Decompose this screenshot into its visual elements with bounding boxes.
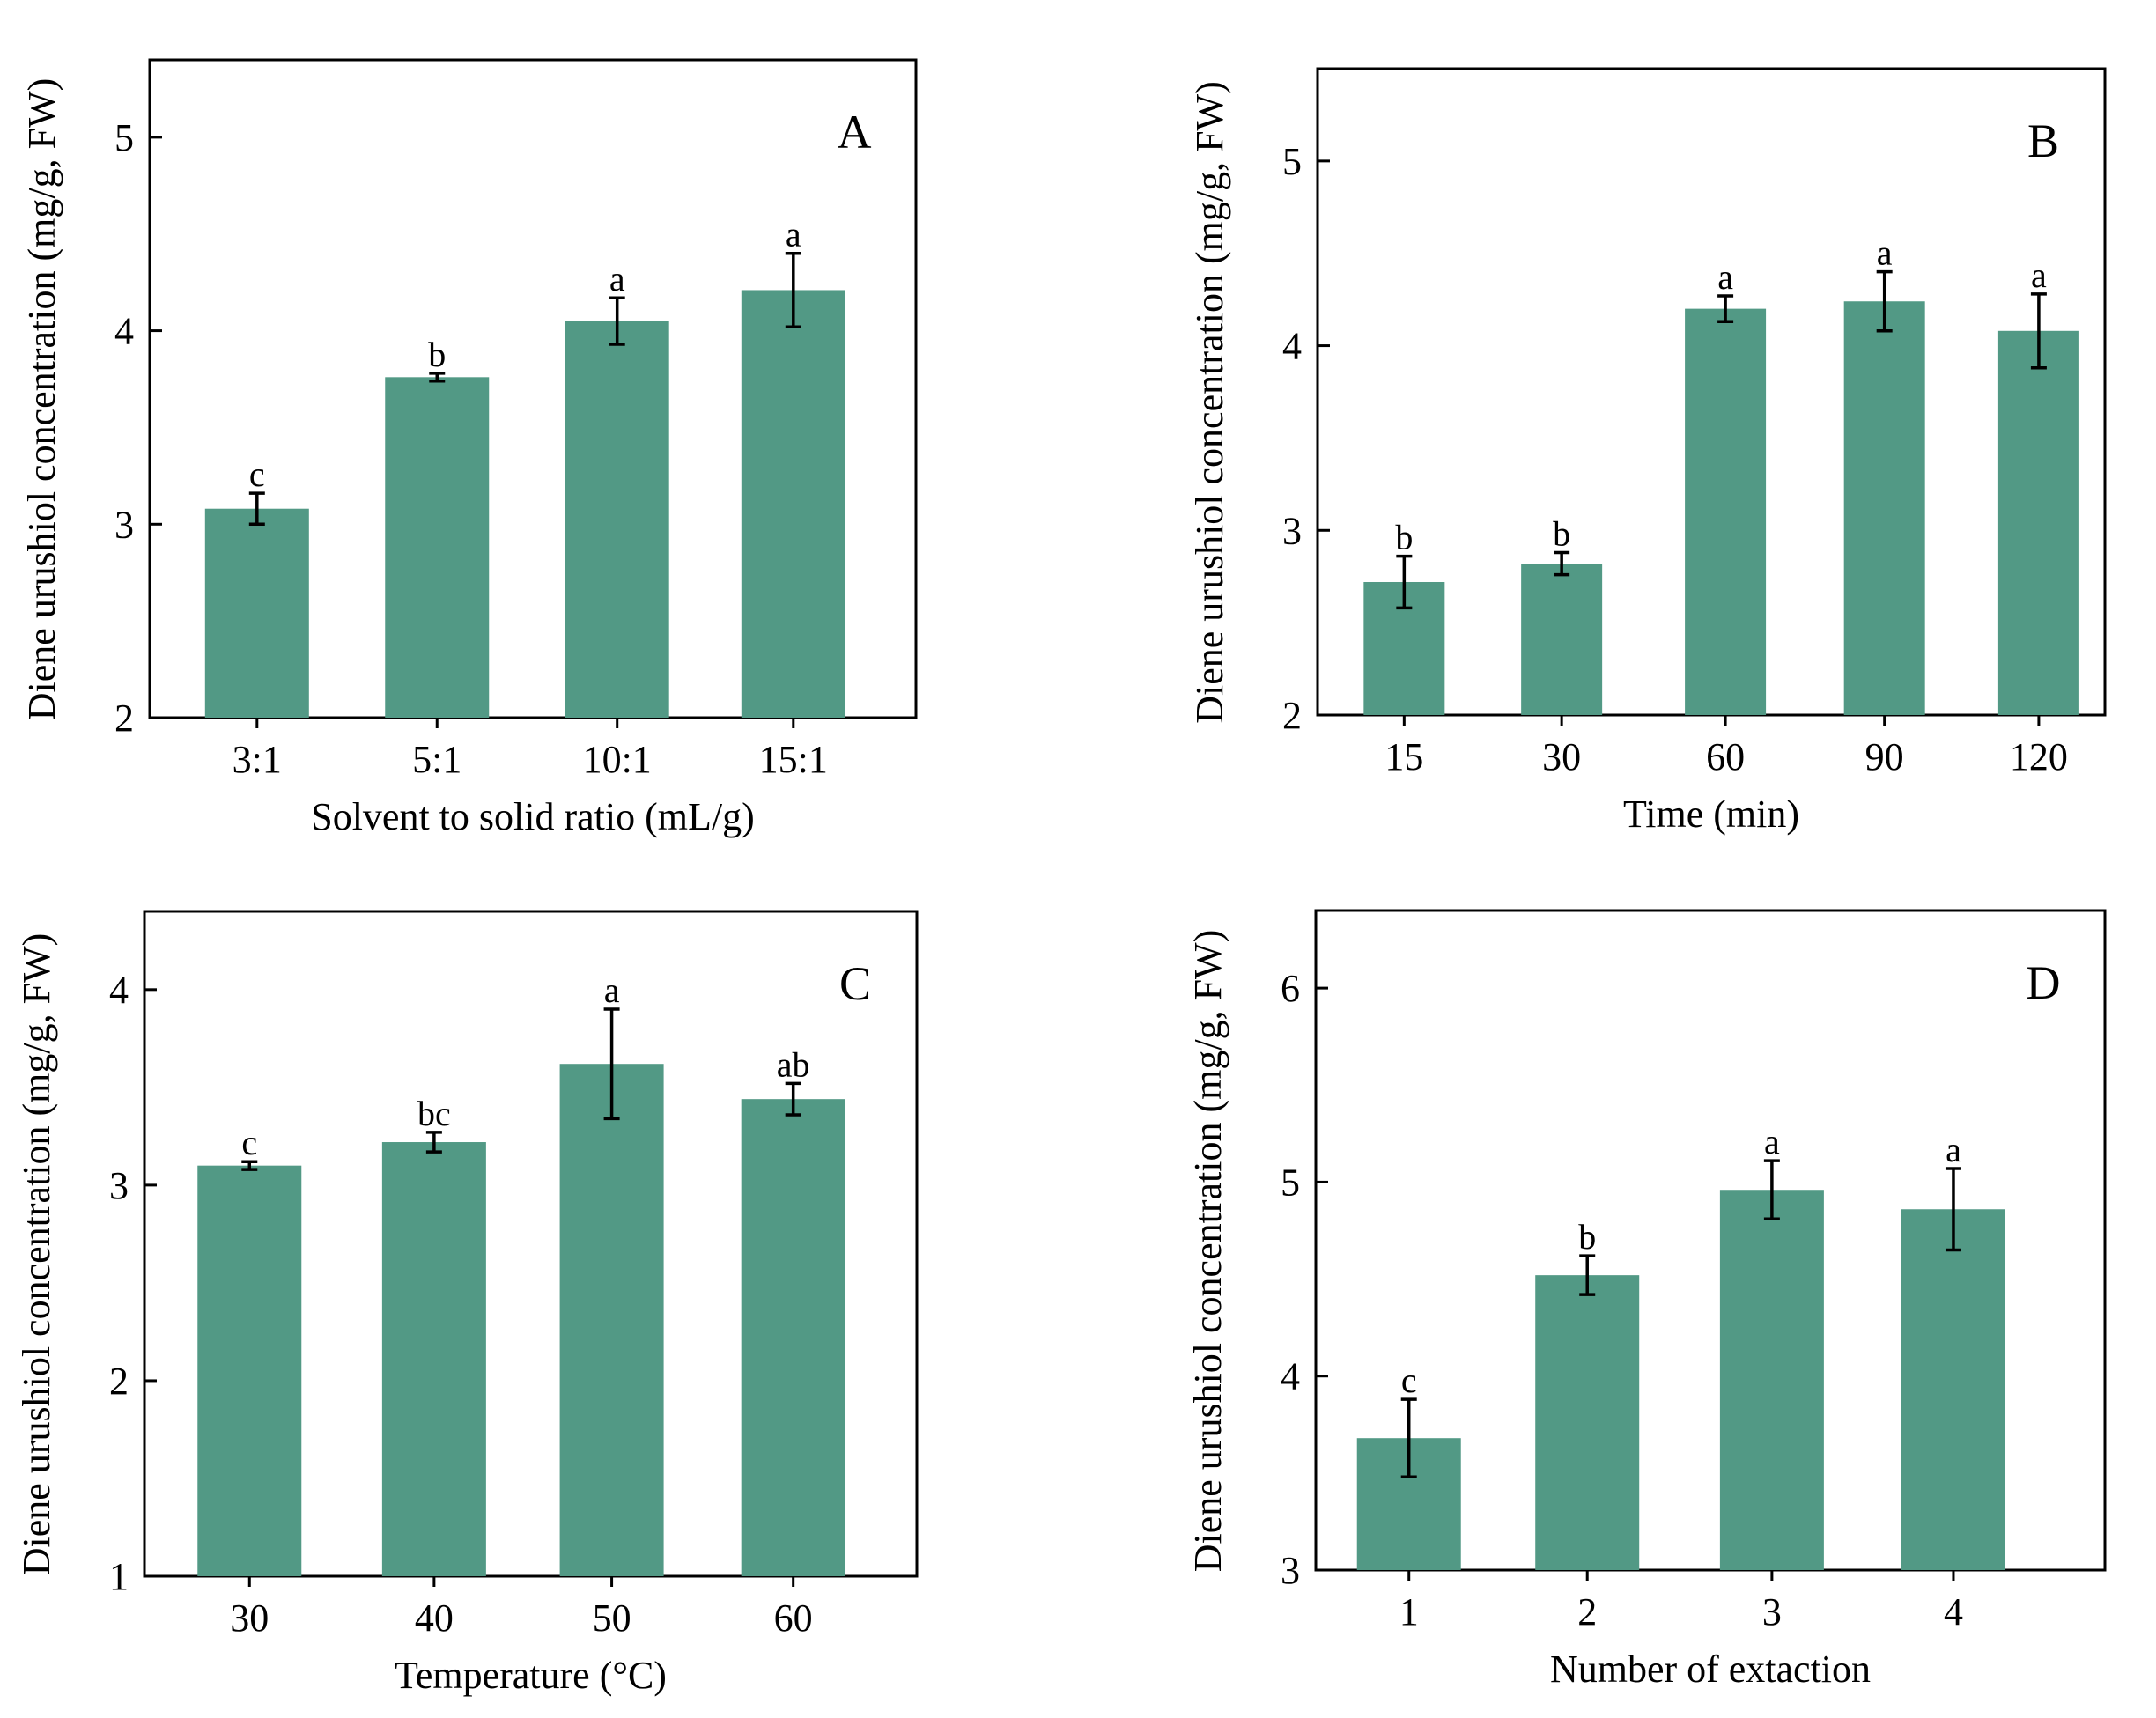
bar xyxy=(197,1165,302,1576)
y-tick-label: 4 xyxy=(1281,1355,1300,1398)
x-axis-title: Temperature (°C) xyxy=(395,1654,667,1697)
significance-label: a xyxy=(609,259,625,299)
significance-label: a xyxy=(1877,233,1893,273)
y-tick-label: 5 xyxy=(114,116,134,159)
y-axis-title: Diene urushiol concentration (mg/g, FW) xyxy=(15,933,58,1575)
chart-panel-d: 3 4 5 6 c 1 b 2 a 3 a 4 D Number of extaction Diene ur… xyxy=(1186,909,2107,1691)
bar xyxy=(741,1099,845,1576)
panel-letter: D xyxy=(2027,956,2061,1009)
significance-label: a xyxy=(1946,1130,1961,1169)
x-tick-label: 40 xyxy=(415,1596,454,1640)
chart-panel-c: 1 2 3 4 c 30 bc 40 a 50 ab 60 C Temperature (°C) Diene… xyxy=(15,910,919,1697)
significance-label: bc xyxy=(417,1094,451,1133)
x-tick-label: 50 xyxy=(593,1596,631,1640)
bar xyxy=(1685,308,1767,715)
bar xyxy=(1843,301,1925,715)
panel-letter: B xyxy=(2027,114,2059,167)
x-tick-label: 60 xyxy=(774,1596,813,1640)
x-tick-label: 3 xyxy=(1762,1590,1782,1633)
y-tick-label: 4 xyxy=(109,969,129,1012)
x-tick-label: 3:1 xyxy=(233,738,282,781)
bar xyxy=(385,377,490,718)
bar xyxy=(1535,1275,1640,1570)
x-tick-label: 60 xyxy=(1706,735,1745,778)
y-tick-label: 3 xyxy=(1281,1549,1300,1592)
x-axis-title: Solvent to solid ratio (mL/g) xyxy=(311,795,755,838)
bar xyxy=(204,508,309,718)
significance-label: ab xyxy=(777,1044,810,1084)
x-tick-label: 30 xyxy=(1542,735,1581,778)
significance-label: a xyxy=(786,215,801,254)
y-tick-label: 5 xyxy=(1281,1161,1300,1204)
y-tick-label: 4 xyxy=(1282,325,1302,368)
y-tick-label: 3 xyxy=(109,1164,129,1207)
panel-letter: C xyxy=(839,957,871,1010)
x-tick-label: 4 xyxy=(1944,1590,1963,1633)
x-tick-label: 15:1 xyxy=(759,738,828,781)
x-axis-title: Number of extaction xyxy=(1550,1648,1871,1691)
chart-panel-b: 2 3 4 5 b 15 b 30 a 60 a 90 a 120 B Time (min) Diene uru… xyxy=(1188,67,2107,836)
significance-label: b xyxy=(1553,513,1570,553)
y-tick-label: 3 xyxy=(114,503,134,546)
significance-label: a xyxy=(1717,257,1733,297)
x-tick-label: 90 xyxy=(1865,735,1904,778)
x-tick-label: 30 xyxy=(230,1596,269,1640)
x-tick-label: 15 xyxy=(1384,735,1423,778)
chart-panel-a: 2 3 4 5 c 3:1 b 5:1 a 10:1 a 15:1 A Solvent to solid … xyxy=(20,58,918,838)
bar xyxy=(1719,1190,1824,1570)
bar xyxy=(1901,1209,2005,1570)
bar xyxy=(381,1142,486,1576)
x-axis-title: Time (min) xyxy=(1623,793,1799,836)
bar xyxy=(565,321,669,718)
y-axis-title: Diene urushiol concentration (mg/g, FW) xyxy=(20,78,63,720)
y-axis-title: Diene urushiol concentration (mg/g, FW) xyxy=(1186,930,1229,1572)
significance-label: b xyxy=(1578,1217,1596,1257)
x-tick-label: 1 xyxy=(1399,1590,1419,1633)
y-tick-label: 2 xyxy=(1282,694,1302,737)
significance-label: a xyxy=(604,970,620,1010)
plot-frame xyxy=(148,58,918,719)
bar xyxy=(1997,330,2079,715)
x-tick-label: 10:1 xyxy=(583,738,652,781)
y-tick-label: 6 xyxy=(1281,967,1300,1010)
significance-label: a xyxy=(2031,255,2047,295)
y-tick-label: 5 xyxy=(1282,140,1302,183)
significance-label: b xyxy=(428,335,446,374)
significance-label: c xyxy=(241,1123,257,1162)
plot-frame xyxy=(1314,909,2107,1572)
y-axis-title: Diene urushiol concentration (mg/g, FW) xyxy=(1188,81,1231,723)
panel-letter: A xyxy=(838,106,872,159)
significance-label: b xyxy=(1395,518,1413,557)
y-tick-label: 3 xyxy=(1282,509,1302,552)
bar xyxy=(559,1064,664,1576)
significance-label: c xyxy=(1401,1360,1417,1400)
x-tick-label: 5:1 xyxy=(412,738,461,781)
y-tick-label: 1 xyxy=(109,1555,129,1598)
y-tick-label: 2 xyxy=(109,1360,129,1403)
x-tick-label: 120 xyxy=(2010,735,2068,778)
significance-label: a xyxy=(1764,1122,1780,1161)
y-tick-label: 4 xyxy=(114,310,134,353)
significance-label: c xyxy=(249,454,265,494)
x-tick-label: 2 xyxy=(1577,1590,1597,1633)
bar xyxy=(1521,564,1603,715)
y-tick-label: 2 xyxy=(114,697,134,740)
plot-frame xyxy=(143,910,919,1578)
bar xyxy=(741,290,845,718)
